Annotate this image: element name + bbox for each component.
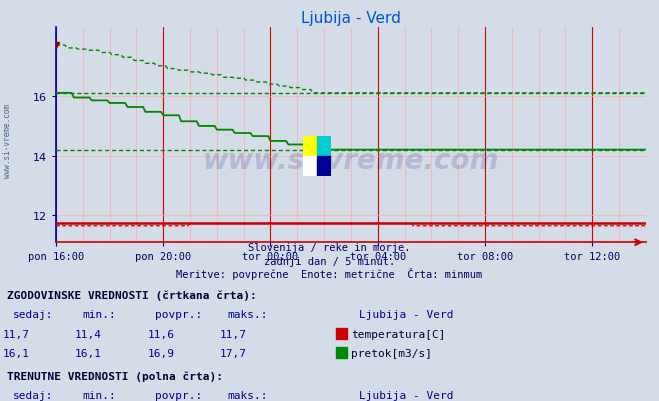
Text: temperatura[C]: temperatura[C] xyxy=(351,329,445,339)
Text: pretok[m3/s]: pretok[m3/s] xyxy=(351,348,432,358)
Text: www.si-vreme.com: www.si-vreme.com xyxy=(203,147,499,175)
Text: Slovenija / reke in morje.: Slovenija / reke in morje. xyxy=(248,243,411,253)
Text: zadnji dan / 5 minut.: zadnji dan / 5 minut. xyxy=(264,256,395,266)
Text: povpr.:: povpr.: xyxy=(155,390,202,400)
Text: 16,1: 16,1 xyxy=(75,348,102,358)
Bar xyxy=(303,136,317,156)
Text: Ljubija - Verd: Ljubija - Verd xyxy=(359,390,453,400)
Text: Ljubija - Verd: Ljubija - Verd xyxy=(359,310,453,320)
Title: Ljubija - Verd: Ljubija - Verd xyxy=(301,10,401,26)
Bar xyxy=(303,156,317,176)
Text: maks.:: maks.: xyxy=(227,390,268,400)
Bar xyxy=(317,156,331,176)
Text: 11,4: 11,4 xyxy=(75,329,102,339)
Text: povpr.:: povpr.: xyxy=(155,310,202,320)
Text: TRENUTNE VREDNOSTI (polna črta):: TRENUTNE VREDNOSTI (polna črta): xyxy=(7,371,223,381)
Text: ZGODOVINSKE VREDNOSTI (črtkana črta):: ZGODOVINSKE VREDNOSTI (črtkana črta): xyxy=(7,290,256,301)
Text: Meritve: povprečne  Enote: metrične  Črta: minmum: Meritve: povprečne Enote: metrične Črta:… xyxy=(177,267,482,279)
Bar xyxy=(317,136,331,156)
Text: 16,9: 16,9 xyxy=(148,348,175,358)
Text: www.si-vreme.com: www.si-vreme.com xyxy=(3,103,13,177)
Text: 16,1: 16,1 xyxy=(3,348,30,358)
Text: 11,6: 11,6 xyxy=(148,329,175,339)
Text: 11,7: 11,7 xyxy=(3,329,30,339)
Text: min.:: min.: xyxy=(82,390,116,400)
Text: maks.:: maks.: xyxy=(227,310,268,320)
Text: sedaj:: sedaj: xyxy=(13,310,53,320)
Text: 11,7: 11,7 xyxy=(220,329,247,339)
Text: 17,7: 17,7 xyxy=(220,348,247,358)
Text: sedaj:: sedaj: xyxy=(13,390,53,400)
Text: min.:: min.: xyxy=(82,310,116,320)
